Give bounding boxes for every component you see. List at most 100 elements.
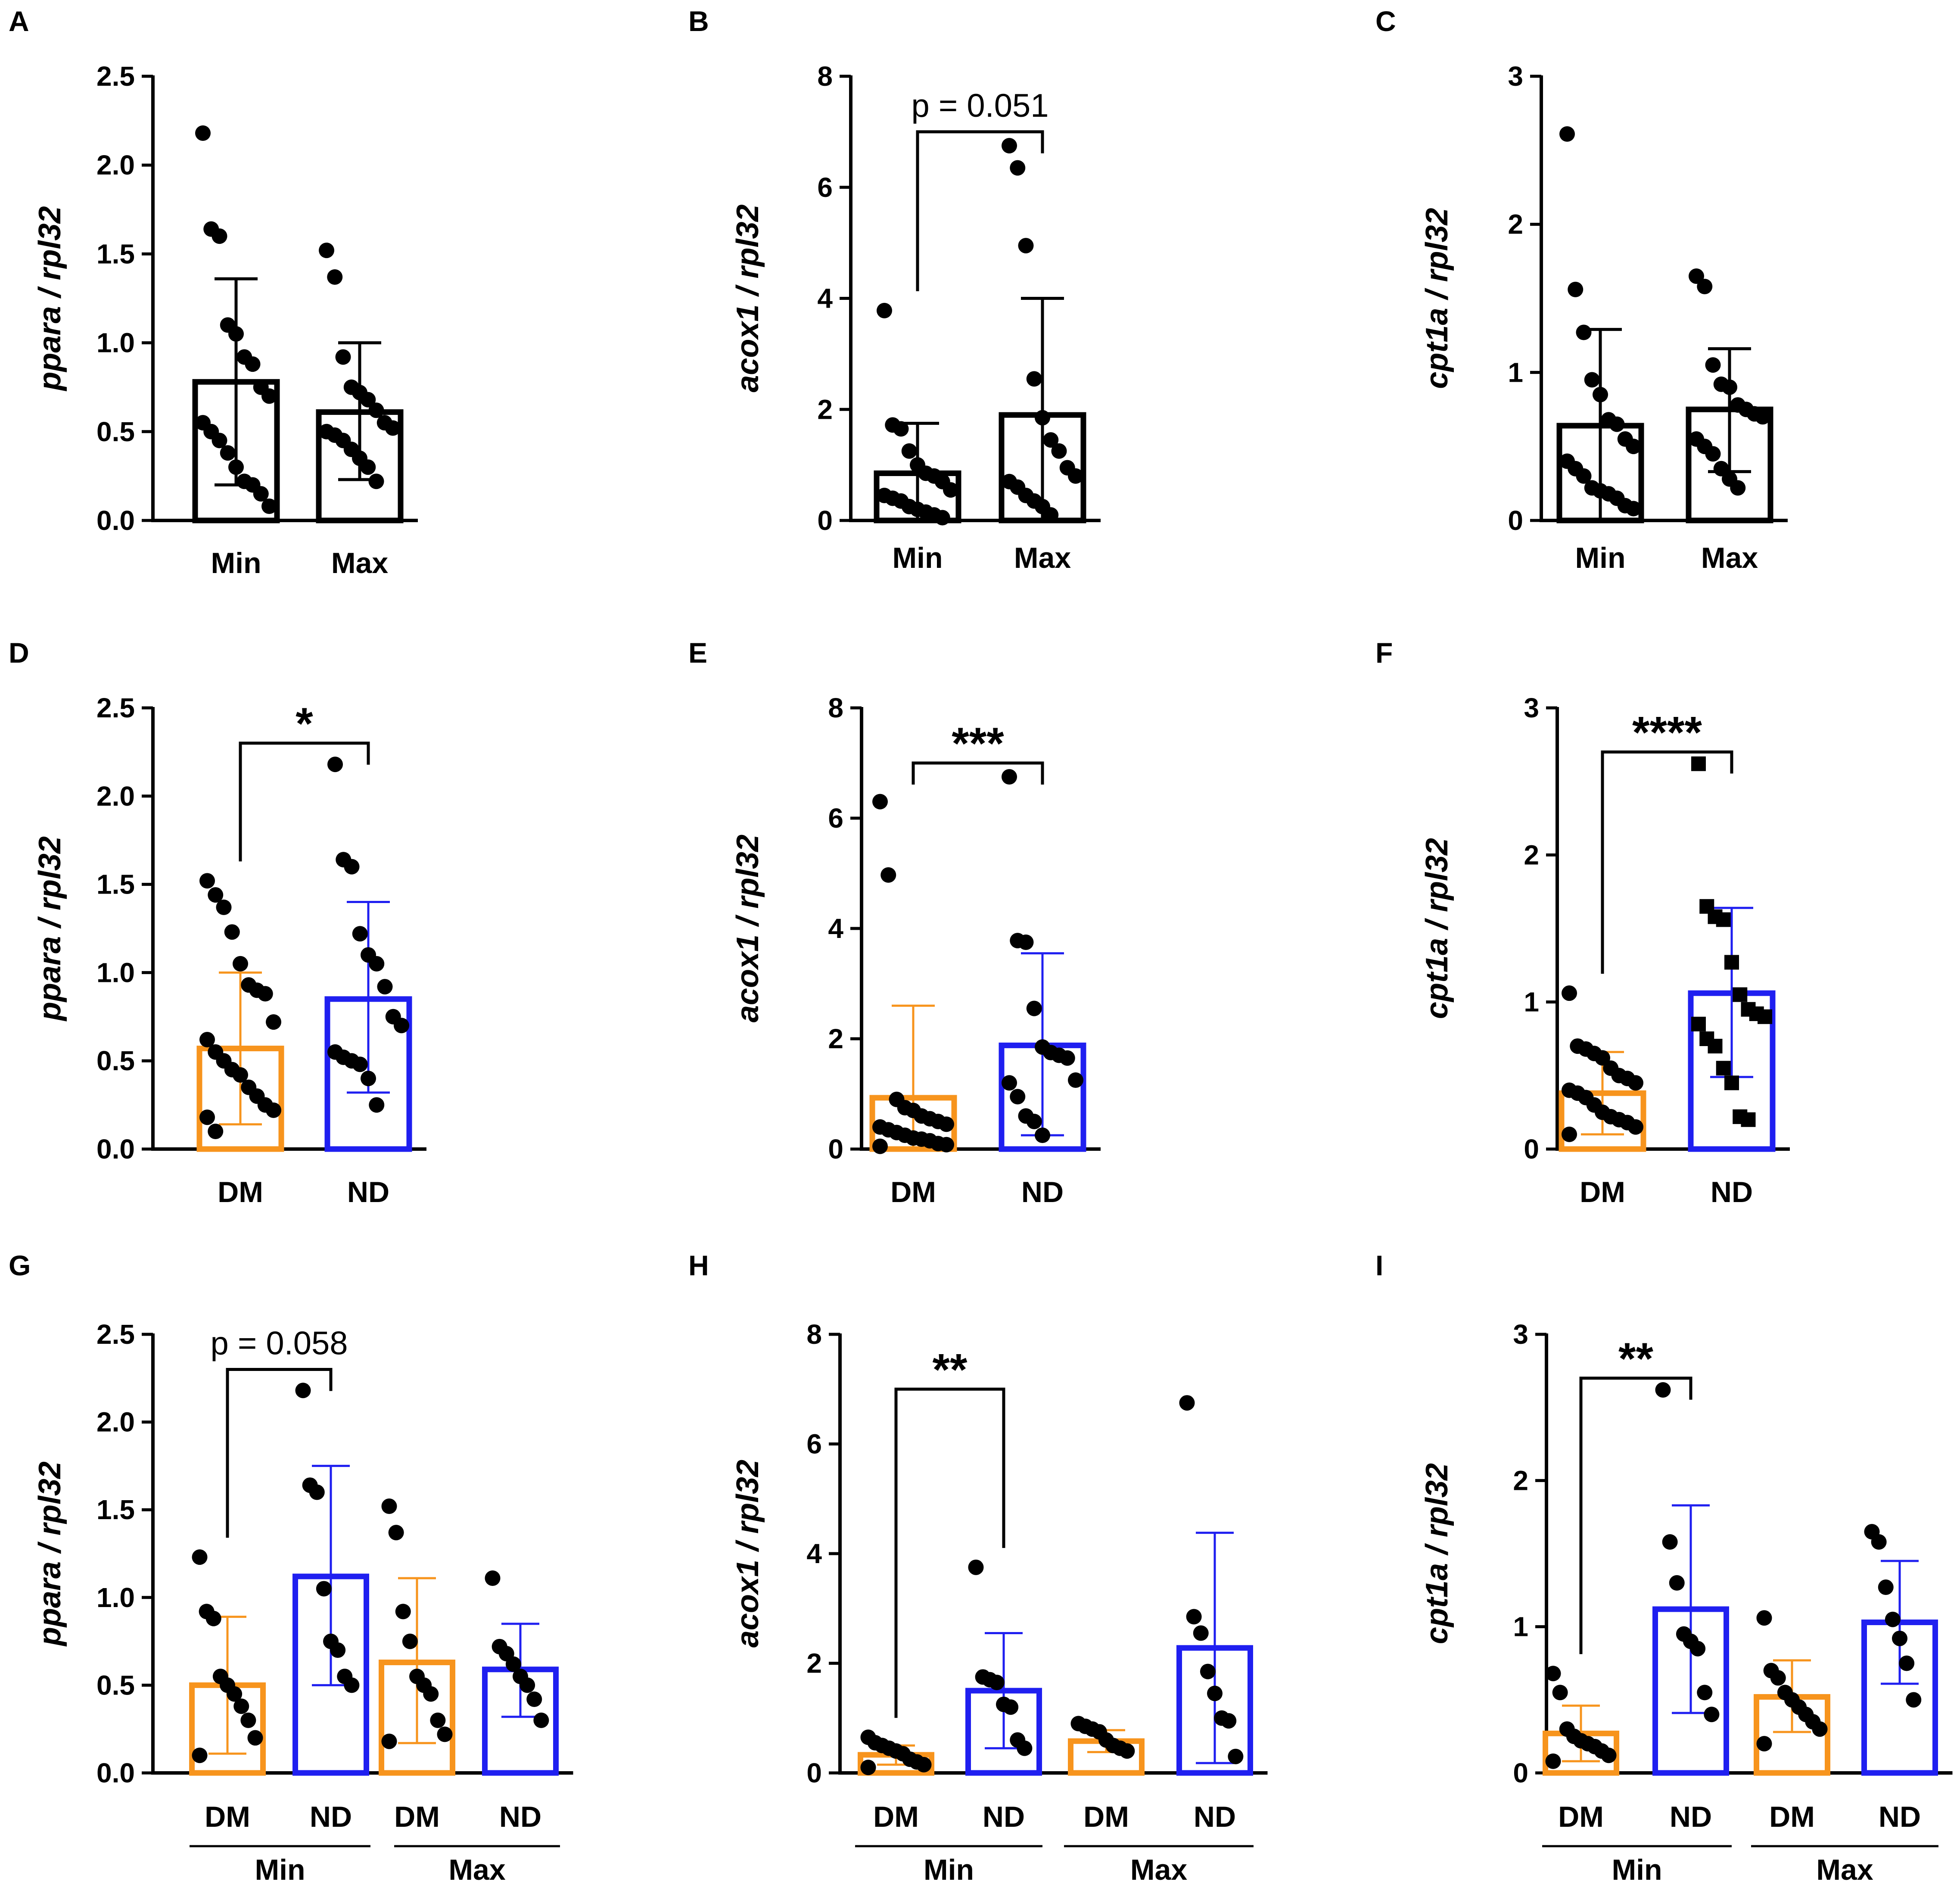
x-category-label: DM	[1769, 1800, 1815, 1833]
data-point	[1722, 379, 1737, 395]
data-point	[437, 1726, 453, 1742]
data-point	[368, 473, 384, 489]
data-point	[1545, 1753, 1561, 1769]
data-point	[1770, 1670, 1786, 1686]
data-point	[1755, 409, 1770, 425]
data-point	[369, 956, 385, 972]
data-point	[1697, 279, 1713, 295]
y-tick-label: 1.5	[96, 1494, 135, 1525]
group-label: Max	[448, 1853, 505, 1886]
data-point	[381, 1733, 397, 1749]
data-point	[1026, 1114, 1042, 1129]
significance-bracket	[916, 130, 1044, 291]
y-axis-label: cpt1a / rpl32	[1420, 838, 1454, 1019]
x-category-label: DM	[1580, 1176, 1625, 1209]
x-category-label: Max	[1701, 542, 1758, 574]
data-point	[1043, 507, 1059, 523]
data-point	[1730, 480, 1746, 496]
group-label: Min	[255, 1853, 305, 1886]
panel-letter: A	[9, 5, 29, 37]
y-tick-label: 3	[1513, 1319, 1528, 1350]
y-tick-label: 0	[828, 1134, 843, 1165]
y-tick-label: 2.0	[96, 150, 135, 181]
bar-group-1	[999, 138, 1086, 523]
group-label: Min	[924, 1853, 974, 1886]
data-point	[344, 1677, 360, 1693]
data-point	[377, 979, 393, 995]
y-tick-label: 8	[806, 1319, 822, 1350]
significance-bracket	[894, 1387, 1005, 1718]
data-point	[266, 1102, 281, 1118]
data-point	[1697, 1685, 1713, 1701]
data-point	[205, 1610, 221, 1626]
y-tick-label: 1	[1513, 1611, 1528, 1642]
y-tick-label: 1.0	[96, 327, 135, 358]
data-point	[1601, 1747, 1617, 1763]
y-axis-label: acox1 / rpl32	[731, 204, 765, 392]
significance-label: p = 0.051	[911, 87, 1048, 124]
bar-group-3	[1861, 1524, 1938, 1776]
bar-group-1	[324, 757, 412, 1152]
data-point	[872, 1138, 888, 1154]
y-tick-label: 6	[806, 1429, 822, 1460]
panel-letter: F	[1375, 637, 1393, 669]
data-point	[199, 1109, 215, 1125]
x-category-label: ND	[1711, 1176, 1753, 1209]
data-point	[266, 1014, 281, 1030]
bar-group-1	[1686, 268, 1773, 523]
y-tick-label: 0	[1524, 1134, 1539, 1165]
significance-bracket	[1579, 1377, 1692, 1654]
data-point	[1812, 1721, 1828, 1737]
group-label: Min	[1612, 1853, 1662, 1886]
data-point	[485, 1570, 501, 1586]
data-point	[1705, 357, 1721, 373]
data-point	[1552, 1685, 1568, 1701]
panel-letter: H	[688, 1249, 709, 1281]
data-point	[1741, 1112, 1756, 1127]
data-point	[1200, 1663, 1216, 1679]
x-category-label: ND	[310, 1800, 352, 1833]
data-point	[1885, 1611, 1901, 1627]
y-tick-label: 0	[1513, 1757, 1528, 1788]
data-point	[1691, 756, 1706, 771]
significance-label: ****	[1632, 707, 1702, 757]
data-point	[1708, 1039, 1723, 1054]
data-point	[245, 356, 261, 372]
data-point	[316, 1581, 332, 1597]
bar-group-1	[292, 1383, 369, 1776]
bar-group-0	[1543, 1666, 1619, 1776]
data-point	[1593, 386, 1608, 402]
bar-group-1	[316, 243, 404, 523]
bar-group-3	[1176, 1395, 1253, 1776]
data-point	[1655, 1382, 1671, 1398]
significance-label: ***	[952, 719, 1004, 769]
data-point	[352, 1056, 368, 1072]
data-point	[1669, 1575, 1685, 1591]
data-point	[388, 1525, 404, 1541]
data-point	[1221, 1713, 1237, 1729]
data-point	[1584, 372, 1600, 388]
panel-letter: E	[688, 637, 707, 669]
bar-group-0	[196, 873, 284, 1152]
bar-group-0	[874, 302, 961, 526]
data-point	[1026, 1000, 1042, 1016]
data-point	[943, 482, 958, 498]
data-point	[1724, 955, 1739, 970]
data-point	[1758, 1009, 1772, 1024]
bar-group-1	[1652, 1382, 1729, 1776]
data-point	[1068, 468, 1083, 484]
x-category-label: ND	[499, 1800, 541, 1833]
significance-label: *	[296, 699, 313, 749]
y-tick-label: 0	[1508, 505, 1523, 536]
data-point	[872, 794, 888, 810]
x-category-label: ND	[1194, 1800, 1236, 1833]
y-tick-label: 2	[1524, 839, 1539, 870]
data-point	[1724, 1075, 1739, 1090]
data-point	[319, 243, 334, 259]
y-tick-label: 2	[806, 1648, 822, 1679]
x-category-label: ND	[1021, 1176, 1064, 1209]
data-point	[381, 1498, 397, 1514]
